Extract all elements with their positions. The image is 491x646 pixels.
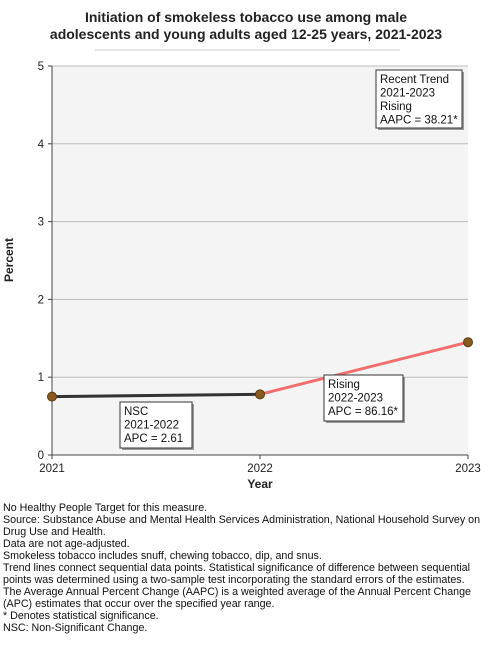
data-point xyxy=(255,389,265,400)
annotation-text: 2021-2022 xyxy=(124,420,179,432)
annotation-text: 2022-2023 xyxy=(328,393,383,405)
footnote-line: Source: Substance Abuse and Mental Healt… xyxy=(3,514,481,538)
footnote-line: The Average Annual Percent Change (AAPC)… xyxy=(3,586,471,610)
line-chart: Initiation of smokeless tobacco use amon… xyxy=(2,9,481,491)
footnotes: No Healthy People Target for this measur… xyxy=(3,502,489,634)
footnote-line: * Denotes statistical significance. xyxy=(3,610,159,622)
annotation-text: Rising xyxy=(380,101,412,113)
footnote-line: NSC: Non-Significant Change. xyxy=(3,622,148,634)
x-tick-label: 2022 xyxy=(247,463,273,475)
annotation-box xyxy=(119,401,193,449)
chart-title-line-2: adolescents and young adults aged 12-25 … xyxy=(50,26,442,42)
annotation-text: Rising xyxy=(328,379,360,391)
y-tick-label: 1 xyxy=(38,372,44,384)
chart-title-line-1: Initiation of smokeless tobacco use amon… xyxy=(85,9,407,25)
annotation-box xyxy=(323,374,404,422)
annotation-text: APC = 86.16* xyxy=(328,406,399,418)
trend-segment-2 xyxy=(258,340,470,396)
data-point xyxy=(47,391,57,402)
footnote-line: Data are not age-adjusted. xyxy=(3,538,130,550)
data-point xyxy=(463,337,473,348)
trend-segment-1 xyxy=(50,392,262,399)
annotation-text: AAPC = 38.21* xyxy=(380,115,458,127)
annotation-text: APC = 2.61 xyxy=(124,433,183,445)
x-tick-label: 2023 xyxy=(455,463,481,475)
annotation-text: Recent Trend xyxy=(380,74,449,86)
annotation-text: NSC xyxy=(124,406,148,418)
y-tick-label: 3 xyxy=(38,217,44,229)
footnote-line: Smokeless tobacco includes snuff, chewin… xyxy=(3,550,322,562)
y-tick-label: 4 xyxy=(38,139,45,151)
y-tick-label: 5 xyxy=(38,61,44,73)
x-tick-label: 2021 xyxy=(39,463,65,475)
x-axis-title: Year xyxy=(247,477,273,491)
y-axis-title: Percent xyxy=(2,238,16,282)
footnote-line: No Healthy People Target for this measur… xyxy=(3,502,208,514)
annotation-box xyxy=(375,69,463,129)
annotation-text: 2021-2023 xyxy=(380,88,435,100)
footnote-line: Trend lines connect sequential data poin… xyxy=(3,562,470,586)
y-tick-label: 0 xyxy=(38,450,44,462)
y-tick-label: 2 xyxy=(38,294,44,306)
